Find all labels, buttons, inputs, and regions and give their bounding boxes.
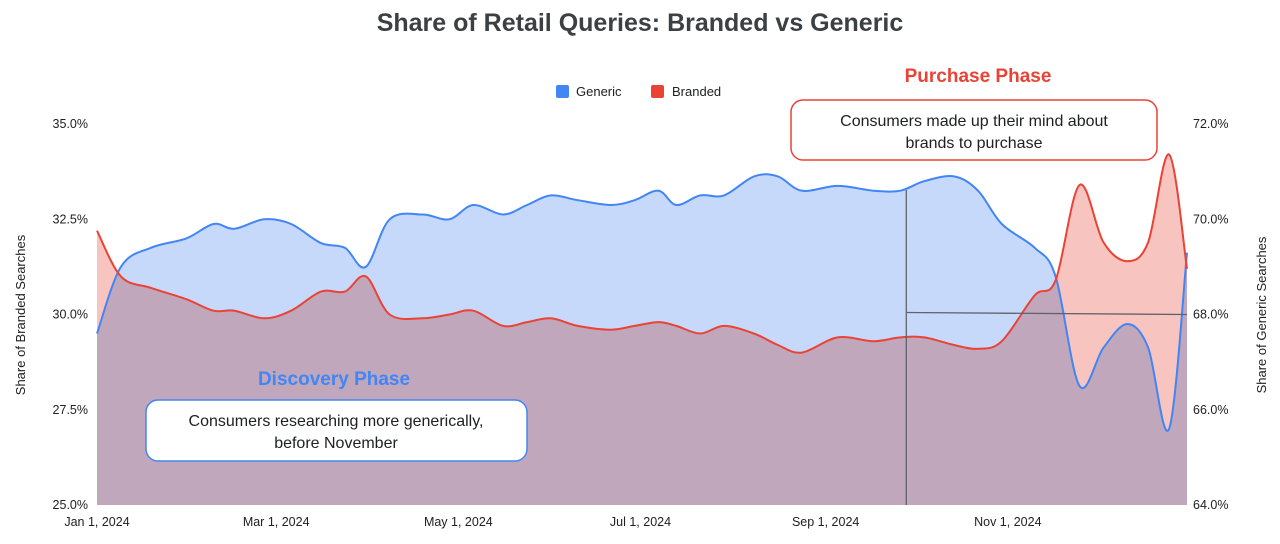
- y-right-tick-label: 70.0%: [1193, 212, 1228, 226]
- discovery-phase-label: Discovery Phase: [258, 369, 410, 390]
- y-right-tick-label: 72.0%: [1193, 117, 1228, 131]
- legend-swatch-generic: [556, 85, 569, 98]
- x-tick-label: May 1, 2024: [424, 515, 493, 529]
- x-tick-label: Jan 1, 2024: [64, 515, 129, 529]
- left-axis-label: Share of Branded Searches: [13, 234, 28, 395]
- legend-label-generic: Generic: [576, 84, 622, 99]
- y-right-tick-label: 66.0%: [1193, 403, 1228, 417]
- line-branded: [96, 153, 1188, 354]
- purchase-note-box: [790, 99, 1158, 161]
- right-axis-label: Share of Generic Searches: [1254, 236, 1269, 393]
- purchase-phase-label: Purchase Phase: [905, 66, 1052, 87]
- x-tick-label: Jul 1, 2024: [610, 515, 671, 529]
- legend-swatch-branded: [651, 85, 664, 98]
- purchase-note-line-1: Consumers made up their mind about: [840, 113, 1108, 130]
- y-left-tick-label: 32.5%: [53, 212, 88, 226]
- horizontal-reference-line: [906, 311, 1188, 316]
- right-axis-ticks: 64.0% 66.0% 68.0% 70.0% 72.0%: [1193, 117, 1228, 512]
- x-tick-label: Nov 1, 2024: [974, 515, 1041, 529]
- purchase-note-line-2: brands to purchase: [906, 135, 1043, 152]
- x-axis-ticks: Jan 1, 2024 Mar 1, 2024 May 1, 2024 Jul 1, …: [64, 515, 1041, 529]
- discovery-note-box: [145, 399, 528, 462]
- series-lines: [96, 153, 1188, 432]
- y-left-tick-label: 35.0%: [53, 117, 88, 131]
- chart-title: Share of Retail Queries: Branded vs Gene…: [377, 9, 904, 37]
- y-left-tick-label: 27.5%: [53, 403, 88, 417]
- x-tick-label: Mar 1, 2024: [243, 515, 310, 529]
- y-right-tick-label: 64.0%: [1193, 498, 1228, 512]
- y-left-tick-label: 25.0%: [53, 498, 88, 512]
- legend: Generic Branded: [556, 84, 721, 99]
- y-left-tick-label: 30.0%: [53, 308, 88, 322]
- y-right-tick-label: 68.0%: [1193, 308, 1228, 322]
- left-axis-ticks: 25.0% 27.5% 30.0% 32.5% 35.0%: [53, 117, 88, 512]
- discovery-note-line-2: before November: [274, 435, 398, 452]
- line-generic: [96, 173, 1188, 432]
- legend-label-branded: Branded: [672, 84, 721, 99]
- reference-lines: [905, 190, 1188, 505]
- x-tick-label: Sep 1, 2024: [792, 515, 859, 529]
- discovery-note-line-1: Consumers researching more generically,: [189, 413, 484, 430]
